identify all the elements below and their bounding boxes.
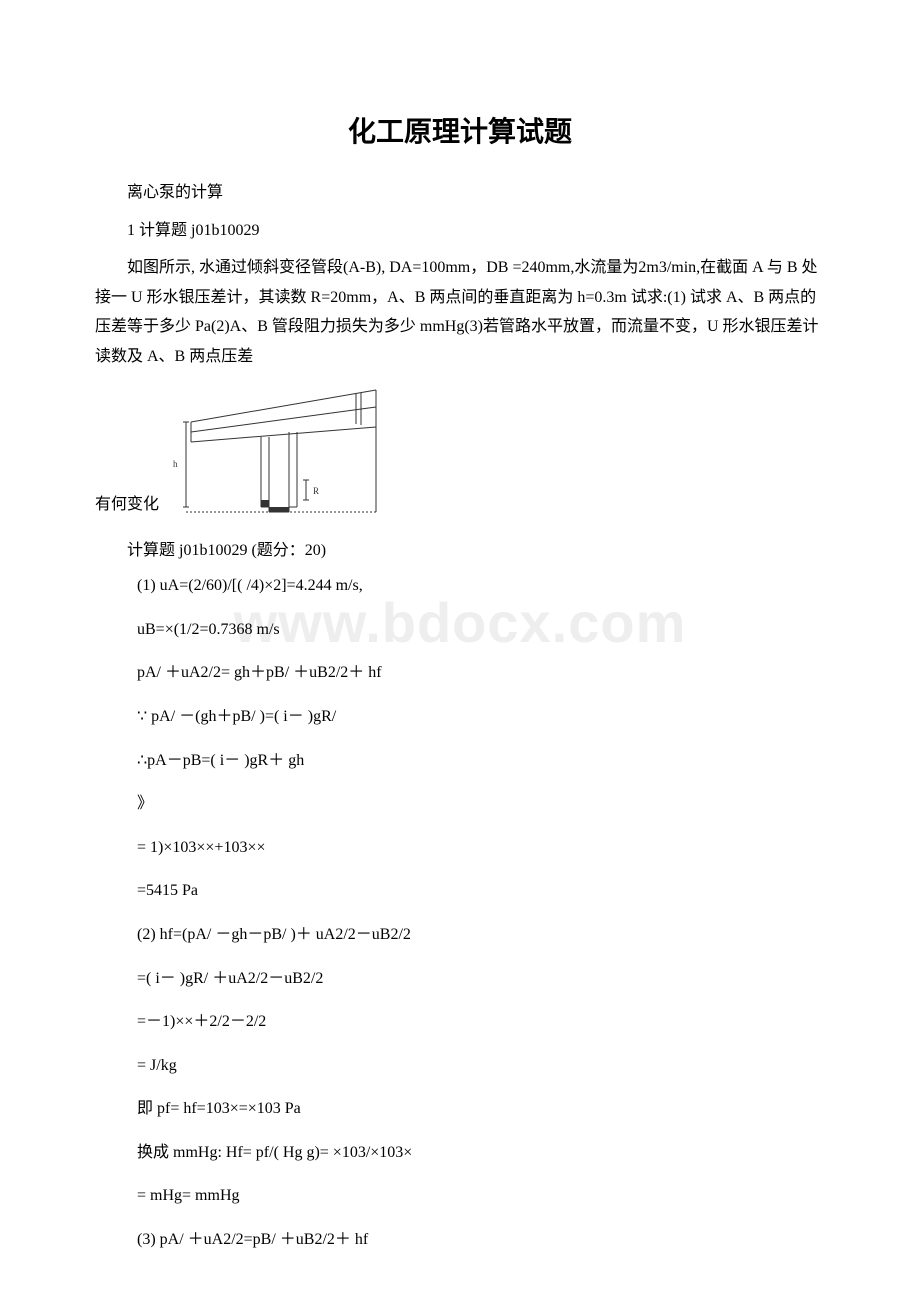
equation-line: = mHg= mmHg: [137, 1183, 825, 1209]
problem-text: 如图所示, 水通过倾斜变径管段(A-B), DA=100mm，DB =240mm…: [95, 253, 825, 371]
equation-line: ∵ pA/ －(gh＋pB/ )=( i－ )gR/: [137, 704, 825, 730]
svg-text:h: h: [173, 459, 178, 469]
equation-line: =5415 Pa: [137, 878, 825, 904]
equation-line: 换成 mmHg: Hf= pf/( Hg g)= ×103/×103×: [137, 1140, 825, 1166]
equation-line: pA/ ＋uA2/2= gh＋pB/ ＋uB2/2＋ hf: [137, 660, 825, 686]
page-title: 化工原理计算试题: [95, 110, 825, 150]
pipe-diagram: h R: [161, 372, 396, 522]
equation-line: =( i－ )gR/ ＋uA2/2－uB2/2: [137, 966, 825, 992]
document-content: 化工原理计算试题 离心泵的计算 1 计算题 j01b10029 如图所示, 水通…: [95, 110, 825, 1253]
svg-text:R: R: [313, 486, 319, 496]
equation-line: = J/kg: [137, 1053, 825, 1079]
problem-id: 1 计算题 j01b10029: [95, 216, 825, 246]
equation-line: = 1)×103××+103××: [137, 835, 825, 861]
equation-line: (2) hf=(pA/ －gh－pB/ )＋ uA2/2－uB2/2: [137, 922, 825, 948]
problem-text-content: 如图所示, 水通过倾斜变径管段(A-B), DA=100mm，DB =240mm…: [95, 253, 825, 371]
section-label: 离心泵的计算: [95, 178, 825, 208]
equation-line: (1) uA=(2/60)/[( /4)×2]=4.244 m/s,: [137, 573, 825, 599]
equation-line: (3) pA/ ＋uA2/2=pB/ ＋uB2/2＋ hf: [137, 1227, 825, 1253]
equation-line: ∴pA－pB=( i－ )gR＋ gh: [137, 748, 825, 774]
diagram-row: 有何变化: [95, 372, 825, 522]
continue-text: 有何变化: [95, 492, 159, 522]
answer-header: 计算题 j01b10029 (题分：20): [95, 536, 825, 566]
equation-line: 》: [137, 791, 825, 817]
equation-line: 即 pf= hf=103×=×103 Pa: [137, 1096, 825, 1122]
equation-line: =－1)××＋2/2－2/2: [137, 1009, 825, 1035]
equation-line: uB=×(1/2=0.7368 m/s: [137, 617, 825, 643]
